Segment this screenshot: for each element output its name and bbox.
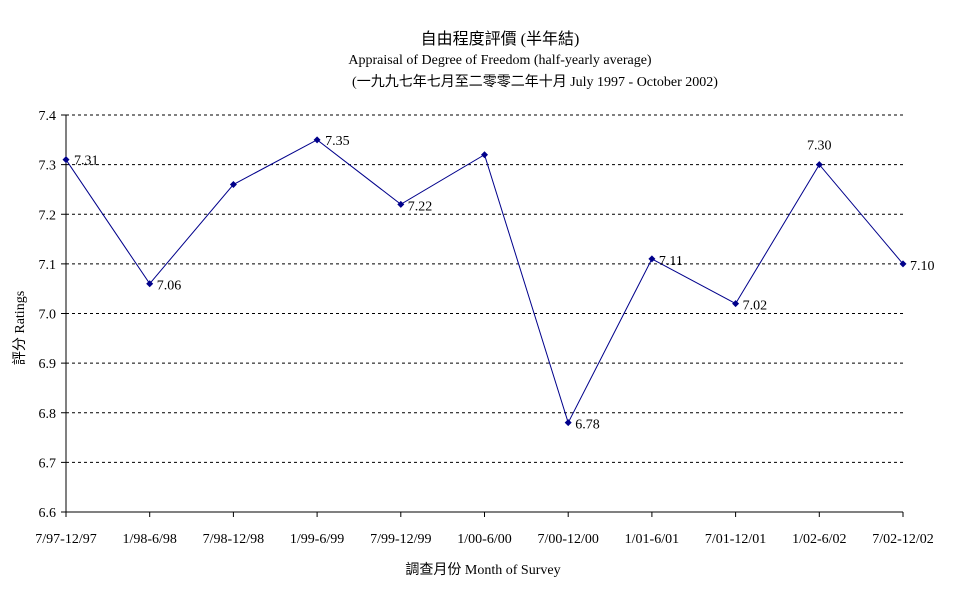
series-line — [65, 139, 904, 425]
y-tick-label: 7.2 — [39, 208, 57, 223]
data-label: 7.35 — [325, 134, 350, 149]
chart-subtitle: Appraisal of Degree of Freedom (half-yea… — [348, 53, 652, 68]
x-tick-labels: 7/97-12/97 1/98-6/98 7/98-12/98 1/99-6/99 7/… — [35, 532, 933, 547]
y-tick-label: 7.0 — [39, 308, 57, 323]
data-label: 7.02 — [743, 299, 768, 314]
y-tick-label: 7.1 — [39, 258, 57, 273]
x-tick-label: 7/98-12/98 — [203, 532, 264, 547]
data-label: 7.31 — [74, 154, 99, 169]
y-tick-label: 7.3 — [39, 159, 57, 174]
y-tick-label: 6.8 — [39, 407, 57, 422]
data-point — [815, 161, 823, 169]
data-label: 7.10 — [910, 259, 935, 274]
data-label: 7.11 — [659, 254, 683, 269]
y-axis-label: 評分 Ratings — [12, 291, 28, 365]
data-point — [313, 136, 321, 144]
x-tick-label: 1/02-6/02 — [792, 532, 846, 547]
axes — [61, 114, 904, 517]
data-labels: 7.31 7.06 7.35 7.22 6.78 7.11 7.02 7.30 7.10 — [74, 134, 935, 433]
x-tick-label: 1/01-6/01 — [625, 532, 679, 547]
y-tick-label: 7.4 — [39, 109, 57, 124]
data-point — [564, 419, 572, 427]
data-point — [648, 255, 656, 263]
x-tick-label: 7/97-12/97 — [35, 532, 96, 547]
data-point — [899, 260, 907, 268]
data-point — [481, 151, 488, 159]
grid-lines — [66, 114, 903, 463]
x-tick-label: 1/00-6/00 — [457, 532, 511, 547]
x-tick-label: 1/98-6/98 — [122, 532, 176, 547]
data-label: 7.30 — [807, 139, 832, 154]
data-label: 7.22 — [408, 199, 433, 214]
data-label: 6.78 — [575, 418, 600, 433]
data-point — [732, 300, 740, 308]
data-point — [146, 280, 154, 288]
x-axis-label: 調查月份 Month of Survey — [405, 562, 560, 578]
data-point — [62, 156, 70, 164]
x-tick-label: 7/01-12/01 — [705, 532, 766, 547]
series-polyline — [65, 139, 904, 425]
x-tick-label: 7/99-12/99 — [370, 532, 431, 547]
x-tick-label: 1/99-6/99 — [290, 532, 344, 547]
chart-period: (一九九七年七月至二零零二年十月 July 1997 - October 200… — [352, 74, 718, 90]
data-label: 7.06 — [157, 279, 182, 294]
y-tick-label: 6.6 — [39, 506, 57, 521]
x-tick-label: 7/02-12/02 — [872, 532, 933, 547]
y-tick-label: 6.9 — [39, 357, 57, 372]
series-markers — [62, 136, 907, 427]
y-tick-labels: 6.6 6.7 6.8 6.9 7.0 7.1 7.2 7.3 7.4 — [39, 109, 57, 521]
y-tick-label: 6.7 — [39, 456, 57, 471]
data-point — [397, 200, 405, 208]
x-tick-label: 7/00-12/00 — [537, 532, 598, 547]
data-point — [229, 180, 237, 188]
chart-title: 自由程度評價 (半年結) — [421, 30, 580, 48]
